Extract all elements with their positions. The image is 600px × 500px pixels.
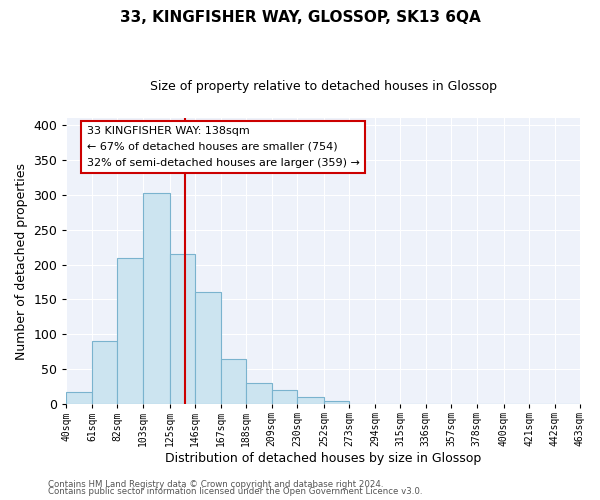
Text: 33 KINGFISHER WAY: 138sqm
← 67% of detached houses are smaller (754)
32% of semi: 33 KINGFISHER WAY: 138sqm ← 67% of detac… <box>87 126 360 168</box>
Bar <box>221 359 246 404</box>
Y-axis label: Number of detached properties: Number of detached properties <box>15 162 28 360</box>
Text: 33, KINGFISHER WAY, GLOSSOP, SK13 6QA: 33, KINGFISHER WAY, GLOSSOP, SK13 6QA <box>119 10 481 25</box>
Bar <box>67 392 92 404</box>
Bar <box>170 254 195 404</box>
Bar <box>272 390 297 404</box>
Bar <box>246 382 272 404</box>
Bar <box>143 192 170 404</box>
Bar <box>195 292 221 404</box>
Bar <box>297 398 324 404</box>
Text: Contains HM Land Registry data © Crown copyright and database right 2024.: Contains HM Land Registry data © Crown c… <box>48 480 383 489</box>
Title: Size of property relative to detached houses in Glossop: Size of property relative to detached ho… <box>150 80 497 93</box>
Bar <box>92 342 118 404</box>
Bar <box>118 258 143 404</box>
X-axis label: Distribution of detached houses by size in Glossop: Distribution of detached houses by size … <box>165 452 481 465</box>
Text: Contains public sector information licensed under the Open Government Licence v3: Contains public sector information licen… <box>48 488 422 496</box>
Bar <box>324 402 349 404</box>
